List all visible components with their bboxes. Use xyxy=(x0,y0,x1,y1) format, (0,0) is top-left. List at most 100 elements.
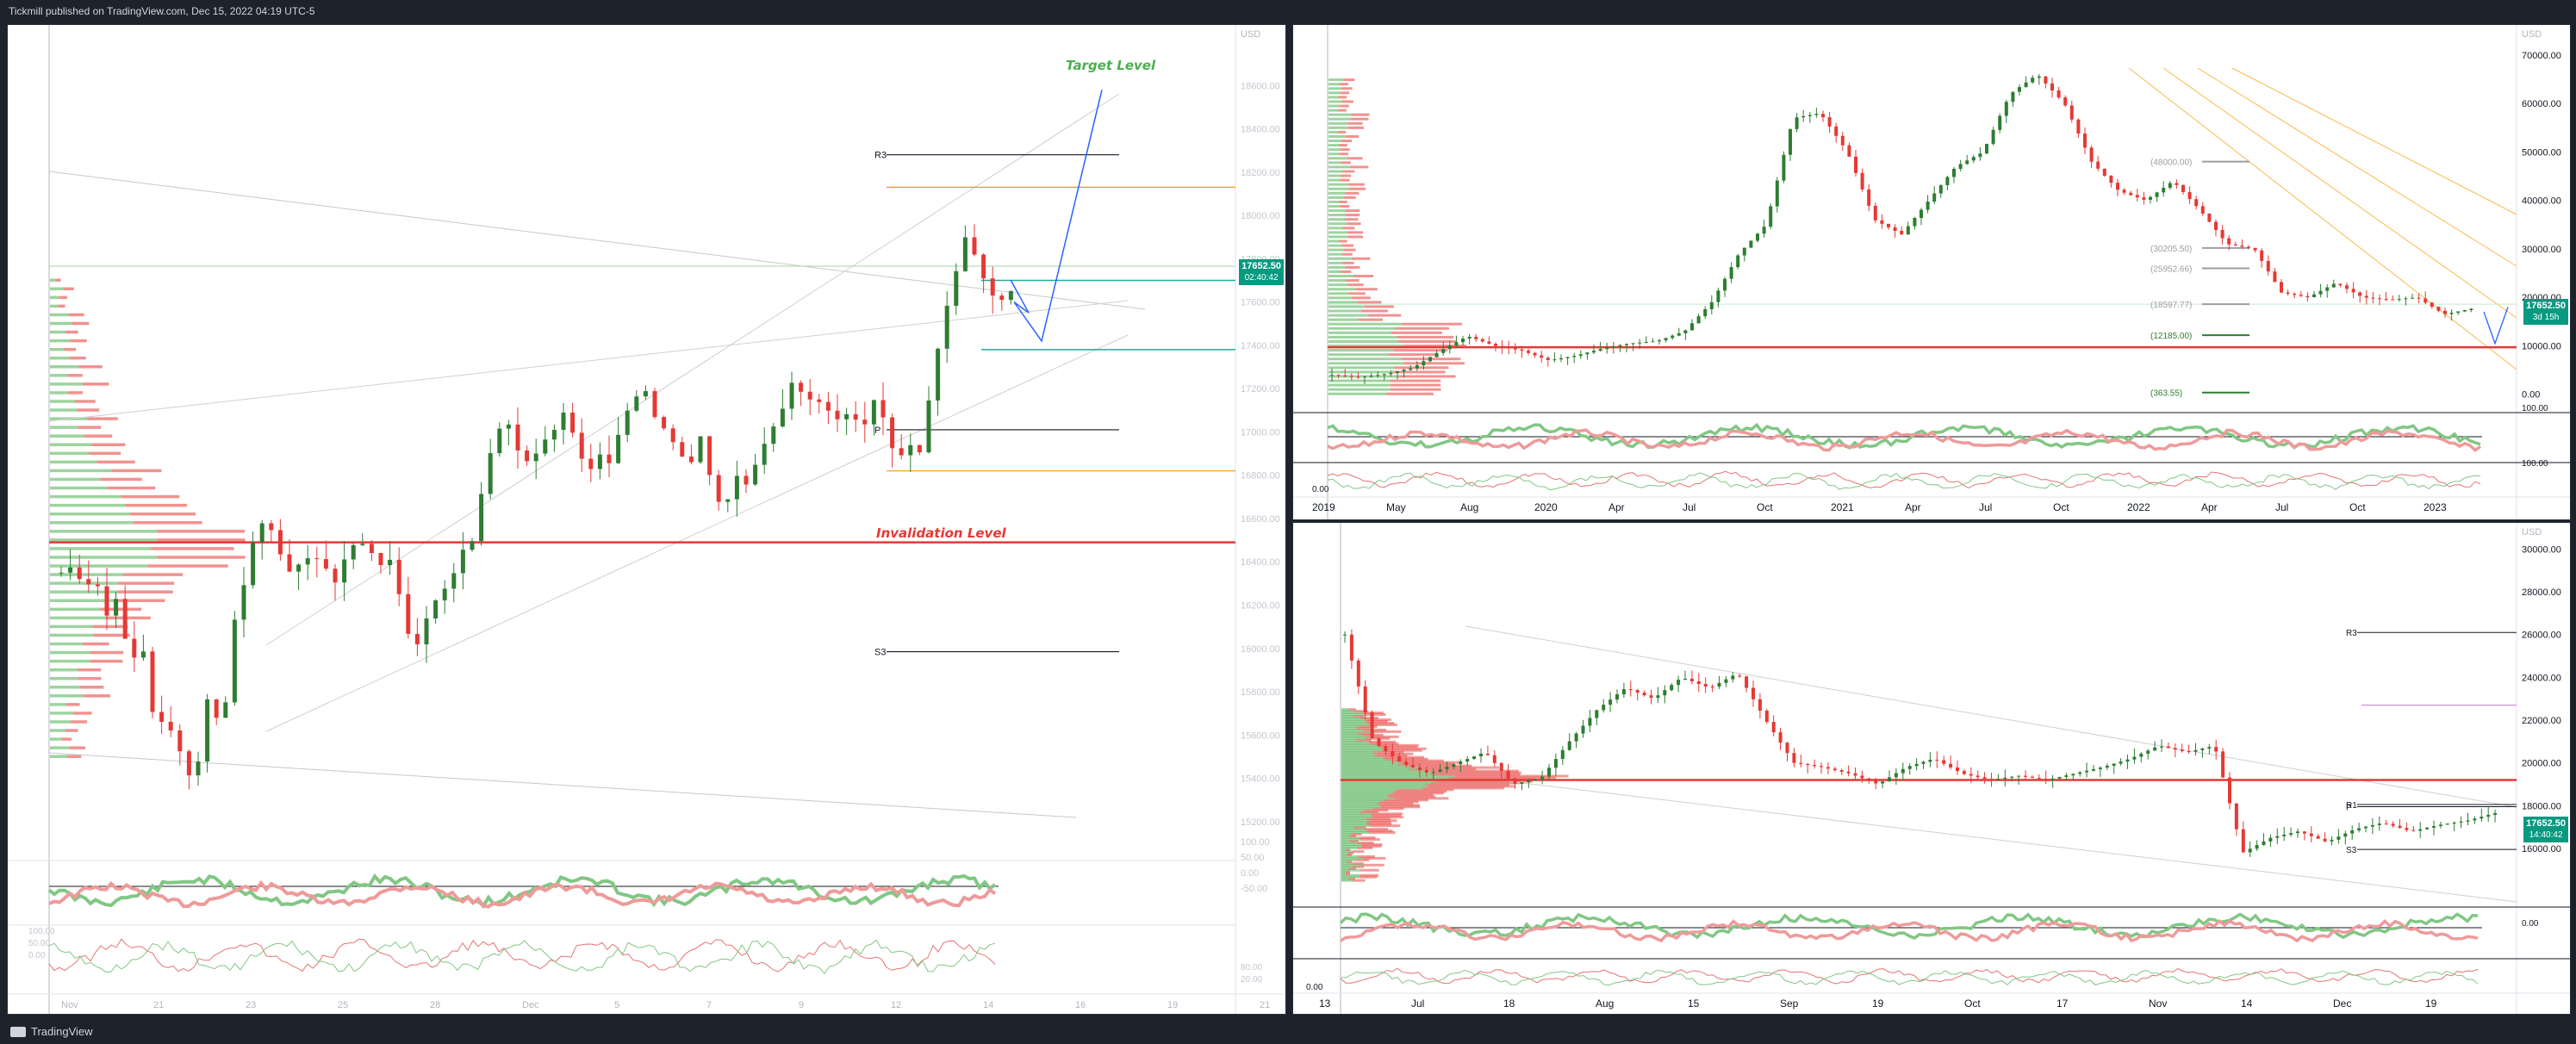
tr-candle xyxy=(1867,189,1871,206)
tr-volume-profile-bar xyxy=(1338,200,1347,203)
tr-candle xyxy=(1409,368,1413,370)
tr-volume-profile-bar xyxy=(1328,100,1342,103)
left-trend-line xyxy=(265,334,1129,732)
br-candle xyxy=(1778,732,1783,743)
tr-candle xyxy=(2004,102,2008,116)
tr-y-tick-label: 30000.00 xyxy=(2522,245,2561,255)
tr-x-tick-label: Aug xyxy=(1460,501,1478,513)
left-candle xyxy=(177,730,183,752)
left-candle xyxy=(936,348,941,401)
chart-panel-left[interactable]: USD18600.0018400.0018200.0018000.0017800… xyxy=(7,24,1286,1015)
br-y-tick-label: 24000.00 xyxy=(2522,673,2561,683)
left-volume-profile-bar xyxy=(105,616,151,620)
tr-candle xyxy=(1690,323,1694,331)
tr-candle xyxy=(2187,191,2192,200)
br-volume-profile-bar xyxy=(1371,814,1402,817)
tr-x-tick-label: 2022 xyxy=(2127,501,2150,513)
br-volume-profile-bar xyxy=(1384,799,1428,802)
br-volume-profile-bar xyxy=(1341,799,1385,802)
br-volume-profile-bar xyxy=(1341,771,1432,774)
left-candle xyxy=(68,567,73,573)
br-volume-profile-bar xyxy=(1371,730,1402,733)
left-x-tick-label: 9 xyxy=(799,1000,804,1010)
br-candle xyxy=(1452,764,1456,767)
left-volume-profile-bar xyxy=(50,668,78,672)
chart-top-right-svg[interactable]: USD 70000.00 60000.00 50000.00 40000.00 30000… xyxy=(1293,25,2570,519)
br-candle xyxy=(1534,779,1538,781)
br-volume-profile-bar xyxy=(1341,861,1353,865)
br-candle xyxy=(1397,756,1402,762)
left-volume-profile-bar xyxy=(50,581,119,585)
tr-volume-profile-bar xyxy=(1328,144,1340,147)
tr-candle xyxy=(1729,267,1733,279)
br-volume-profile-bar xyxy=(1372,807,1404,811)
tr-candle xyxy=(1618,345,1622,347)
br-volume-profile-bar xyxy=(1341,805,1381,809)
tr-candle xyxy=(2443,310,2447,314)
br-volume-profile-bar xyxy=(1341,733,1363,736)
tradingview-logo[interactable]: TradingView xyxy=(10,1025,93,1038)
tr-candle xyxy=(1920,209,1923,219)
chart-bottom-right-svg[interactable]: USD 30000.00 28000.00 26000.00 24000.00 22000… xyxy=(1293,523,2570,1014)
br-volume-profile-bar xyxy=(1341,865,1353,868)
tr-volume-profile-bar xyxy=(1328,121,1347,125)
br-volume-profile-bar xyxy=(1341,788,1398,792)
left-volume-profile-bar xyxy=(50,426,78,429)
br-volume-profile-bar xyxy=(1341,761,1402,764)
tr-candle xyxy=(1572,356,1577,357)
tr-fib-label: (18597.77) xyxy=(2150,301,2192,310)
br-candle xyxy=(1391,751,1395,757)
left-candle xyxy=(451,573,457,589)
left-candle xyxy=(744,475,749,485)
tr-volume-profile-bar xyxy=(1340,204,1350,208)
left-volume-profile-bar xyxy=(50,460,97,464)
tr-axis-currency: USD xyxy=(2522,29,2542,40)
left-x-tick-label: 14 xyxy=(983,1000,993,1010)
left-candle xyxy=(762,444,767,465)
left-candle xyxy=(962,237,968,271)
br-candle xyxy=(2085,770,2089,773)
left-volume-profile-bar xyxy=(50,347,65,351)
left-volume-profile-bar xyxy=(68,313,84,317)
br-volume-profile-bar xyxy=(1341,858,1356,861)
left-volume-profile-bar xyxy=(50,746,70,749)
chart-panel-top-right[interactable]: USD 70000.00 60000.00 50000.00 40000.00 30000… xyxy=(1292,24,2571,520)
left-candle xyxy=(981,254,986,279)
chart-panel-bottom-right[interactable]: USD 30000.00 28000.00 26000.00 24000.00 22000… xyxy=(1292,522,2571,1015)
tr-volume-profile-bar xyxy=(1357,301,1382,304)
br-candle xyxy=(2030,776,2034,779)
br-candle xyxy=(2459,821,2463,823)
tr-volume-profile-bar xyxy=(1340,178,1350,182)
left-indicator-line xyxy=(48,879,997,909)
chart-left-svg[interactable]: USD18600.0018400.0018200.0018000.0017800… xyxy=(8,25,1285,1014)
tr-volume-profile-bar xyxy=(1342,261,1354,264)
tr-candle xyxy=(2378,298,2381,300)
tr-candle xyxy=(1651,341,1655,343)
tr-x-tick-label: Oct xyxy=(2053,501,2069,513)
br-candle xyxy=(2268,837,2273,842)
br-volume-profile-bar xyxy=(1341,819,1370,823)
left-volume-profile-bar xyxy=(125,503,188,507)
br-volume-profile-bar xyxy=(1341,846,1358,849)
tr-candle xyxy=(1742,247,1746,256)
tr-volume-profile-bar xyxy=(1398,375,1456,378)
br-volume-profile-bar xyxy=(1429,769,1519,773)
br-candle xyxy=(2486,815,2491,817)
br-candle xyxy=(2078,772,2082,774)
left-volume-profile-bar xyxy=(50,356,70,360)
br-candle xyxy=(1370,712,1374,739)
br-volume-profile-bar xyxy=(1341,759,1393,762)
br-volume-profile-bar xyxy=(1372,812,1403,816)
left-volume-profile-bar xyxy=(70,339,87,343)
left-candle xyxy=(880,400,886,418)
tr-stoch-line xyxy=(1327,470,2481,489)
left-candle xyxy=(698,436,703,463)
tr-candle xyxy=(1736,255,1740,268)
br-candle xyxy=(2228,777,2231,804)
tr-volume-profile-bar xyxy=(1328,318,1359,321)
br-candle xyxy=(1499,762,1503,771)
left-volume-profile-bar xyxy=(78,426,102,429)
tr-volume-profile-bar xyxy=(1328,96,1339,99)
left-volume-profile-bar xyxy=(50,642,83,646)
br-volume-profile-bar xyxy=(1448,776,1557,780)
